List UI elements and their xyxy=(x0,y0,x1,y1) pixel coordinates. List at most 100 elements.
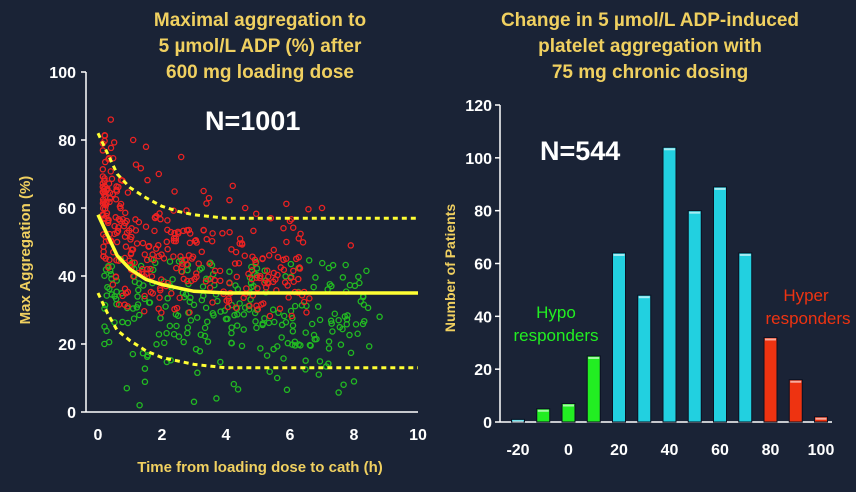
histogram-bar xyxy=(713,186,727,423)
scatter-point xyxy=(209,230,216,237)
scatter-point xyxy=(135,218,143,226)
left-x-tick-label: 10 xyxy=(409,427,427,444)
scatter-point xyxy=(256,274,264,282)
right-title-line-3: 75 mg chronic dosing xyxy=(551,62,749,83)
scatter-point xyxy=(180,227,187,235)
scatter-point xyxy=(284,282,291,289)
scatter-point xyxy=(180,338,187,346)
scatter-point xyxy=(120,222,128,230)
scatter-point xyxy=(217,358,224,366)
scatter-point xyxy=(106,195,114,202)
scatter-point xyxy=(286,217,294,225)
scatter-point xyxy=(136,311,143,319)
scatter-point xyxy=(173,264,180,272)
scatter-point xyxy=(204,338,212,345)
scatter-point xyxy=(119,318,126,326)
scatter-point xyxy=(149,251,156,258)
left-y-tick-label: 20 xyxy=(58,337,76,354)
scatter-point xyxy=(226,196,233,204)
scatter-point xyxy=(254,285,261,292)
scatter-point xyxy=(274,253,282,261)
scatter-point xyxy=(192,345,200,353)
histogram-bar xyxy=(586,355,601,423)
scatter-point xyxy=(238,342,246,350)
scatter-point xyxy=(265,252,273,259)
scatter-point xyxy=(175,333,183,340)
scatter-point xyxy=(277,264,284,271)
scatter-point xyxy=(202,278,210,285)
scatter-point xyxy=(306,295,313,302)
scatter-point xyxy=(137,262,145,270)
histogram-bar-highlight xyxy=(714,187,726,190)
scatter-point xyxy=(248,263,255,271)
upper-confidence-band xyxy=(96,132,418,220)
scatter-point xyxy=(101,323,108,330)
scatter-point xyxy=(234,386,242,393)
scatter-point xyxy=(156,285,164,292)
scatter-point xyxy=(269,306,277,313)
scatter-point xyxy=(121,285,129,293)
scatter-point xyxy=(114,227,122,235)
scatter-point xyxy=(169,276,176,283)
scatter-point xyxy=(327,317,335,325)
scatter-point xyxy=(141,251,149,258)
scatter-point xyxy=(122,209,129,217)
scatter-point xyxy=(184,266,191,274)
histogram-bar-highlight xyxy=(588,356,600,359)
scatter-point xyxy=(108,291,115,298)
scatter-point xyxy=(365,343,373,350)
hyper-responders-annotation: Hyper responders xyxy=(765,286,850,328)
scatter-point xyxy=(119,215,127,223)
histogram-bar-highlight xyxy=(689,211,701,214)
histogram-bar-highlight xyxy=(638,296,650,299)
histogram-bars xyxy=(511,146,828,423)
scatter-point xyxy=(103,199,110,206)
right-y-axis-label: Number of Patients xyxy=(442,204,458,333)
scatter-point xyxy=(283,200,290,208)
scatter-point xyxy=(313,335,320,343)
histogram-bar-highlight xyxy=(739,253,751,256)
scatter-point xyxy=(184,329,191,337)
scatter-point xyxy=(123,384,131,392)
left-y-tick-label: 60 xyxy=(58,201,76,218)
scatter-point xyxy=(347,349,355,357)
scatter-point xyxy=(288,312,295,320)
scatter-point xyxy=(252,259,259,267)
scatter-point xyxy=(111,222,118,230)
scatter-point xyxy=(191,275,198,283)
scatter-point xyxy=(150,266,157,274)
scatter-point xyxy=(290,267,297,275)
right-x-tick-label: 40 xyxy=(661,442,679,459)
scatter-point xyxy=(285,294,292,301)
scatter-point xyxy=(305,205,312,213)
right-y-tick-label: 60 xyxy=(474,257,492,274)
scatter-point xyxy=(132,161,140,168)
scatter-point xyxy=(263,352,271,359)
scatter-point xyxy=(295,235,303,242)
scatter-point xyxy=(280,355,287,362)
scatter-point xyxy=(141,378,149,386)
scatter-point xyxy=(108,175,116,183)
scatter-point xyxy=(123,229,131,237)
scatter-point xyxy=(287,260,295,268)
hyper-label-line-2: responders xyxy=(765,309,850,328)
scatter-point xyxy=(231,260,239,267)
scatter-point xyxy=(264,280,272,287)
scatter-point xyxy=(147,265,154,273)
scatter-point xyxy=(139,239,147,247)
scatter-point xyxy=(106,267,114,275)
scatter-point xyxy=(325,338,333,345)
scatter-point xyxy=(129,136,137,144)
scatter-point xyxy=(112,196,120,203)
scatter-point xyxy=(99,188,107,196)
scatter-point xyxy=(189,253,197,260)
scatter-point xyxy=(107,144,115,152)
hyper-label-line-1: Hyper xyxy=(783,286,829,305)
scatter-point xyxy=(155,170,163,178)
scatter-point xyxy=(296,265,304,272)
scatter-point xyxy=(186,309,193,316)
scatter-point xyxy=(261,315,268,322)
scatter-point xyxy=(253,324,260,332)
scatter-point xyxy=(106,256,113,264)
left-y-tick-label: 40 xyxy=(58,269,76,286)
